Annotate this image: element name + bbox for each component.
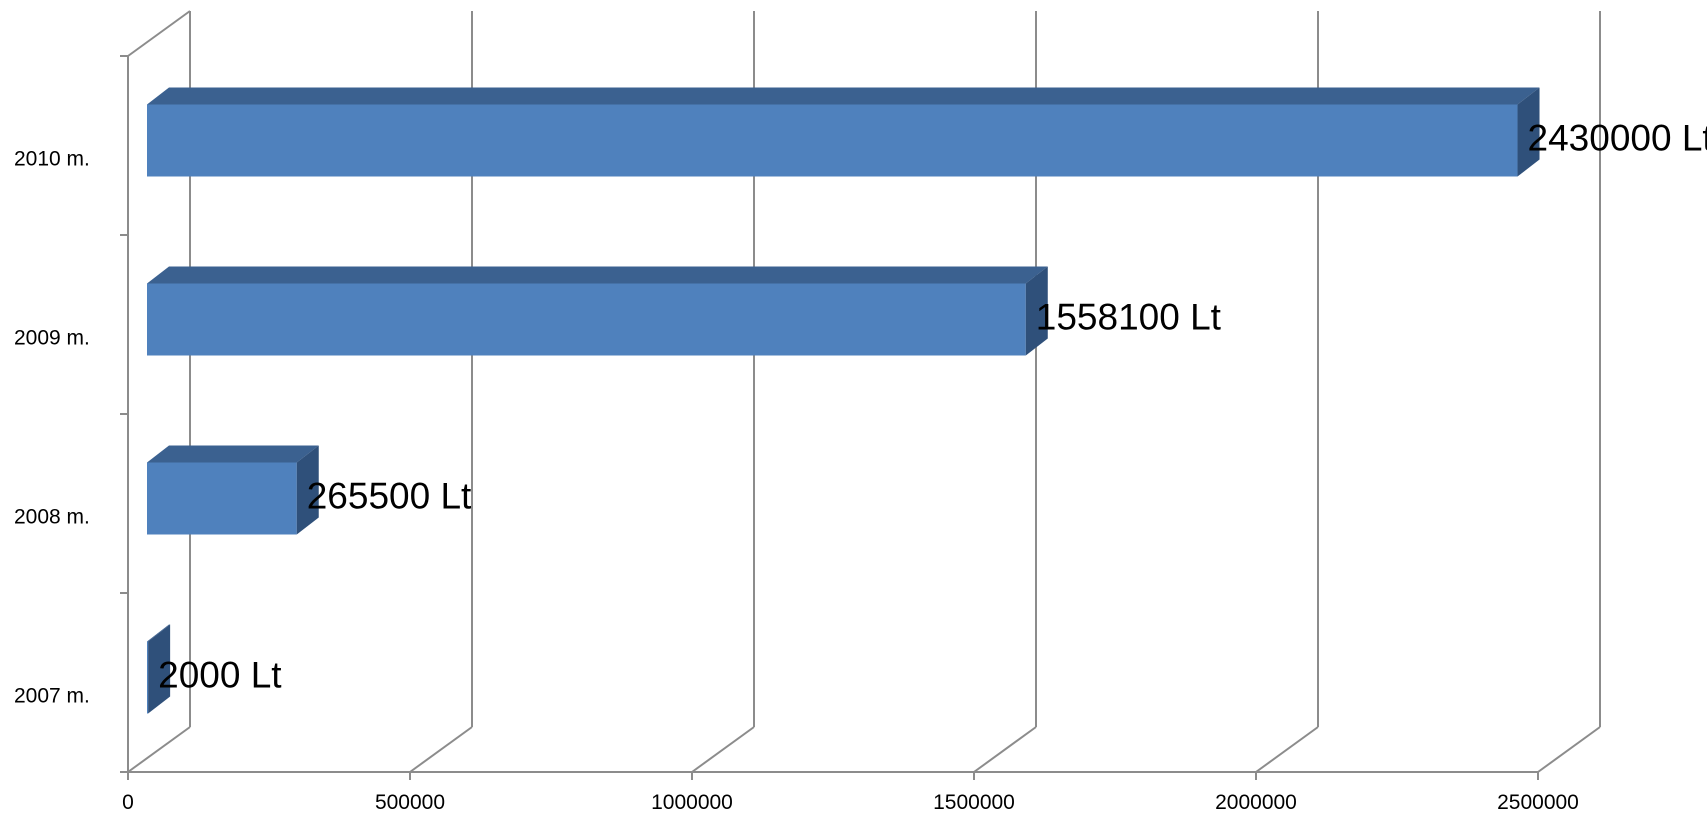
y-category-label: 2008 m. (14, 506, 90, 529)
floor-gridline (127, 726, 191, 773)
labels: 0 500000 1000000 1500000 2000000 2500000 2007 … (14, 118, 1707, 815)
bar-2009-m (147, 266, 1048, 356)
bar-top-face (147, 445, 319, 463)
bar-front-face (147, 283, 1026, 356)
data-label: 1558100 Lt (1036, 297, 1222, 338)
bars (147, 87, 1540, 714)
bar-side-face (148, 624, 171, 714)
bar-2010-m (147, 87, 1540, 177)
bar-top-face (147, 87, 1540, 105)
x-tick-label: 0 (122, 791, 134, 814)
x-tick-label: 1000000 (651, 791, 733, 814)
y-category-label: 2009 m. (14, 327, 90, 350)
data-label: 2430000 Lt (1528, 118, 1707, 159)
bar-top-face (147, 624, 171, 642)
floor-gridline (973, 726, 1037, 773)
left-wall-top-edge (127, 10, 191, 57)
y-category-label: 2007 m. (14, 685, 90, 708)
floor-gridline (1537, 726, 1601, 773)
bar-side-face (1025, 266, 1048, 356)
bar-2007-m (147, 624, 171, 714)
data-label: 2000 Lt (158, 655, 282, 696)
floor-gridline (691, 726, 755, 773)
x-tick-label: 500000 (375, 791, 445, 814)
bar-side-face (1517, 87, 1540, 177)
bar-front-face (147, 641, 149, 714)
x-tick-label: 2000000 (1215, 791, 1297, 814)
data-label: 265500 Lt (307, 476, 472, 517)
floor-gridline (409, 726, 473, 773)
x-tick-label: 1500000 (933, 791, 1015, 814)
y-category-label: 2010 m. (14, 148, 90, 171)
x-tick-label: 2500000 (1497, 791, 1579, 814)
bar-front-face (147, 462, 297, 535)
bar-2008-m (147, 445, 319, 535)
bar-top-face (147, 266, 1048, 284)
bar-side-face (296, 445, 319, 535)
bar-front-face (147, 104, 1518, 177)
floor-gridline (1255, 726, 1319, 773)
